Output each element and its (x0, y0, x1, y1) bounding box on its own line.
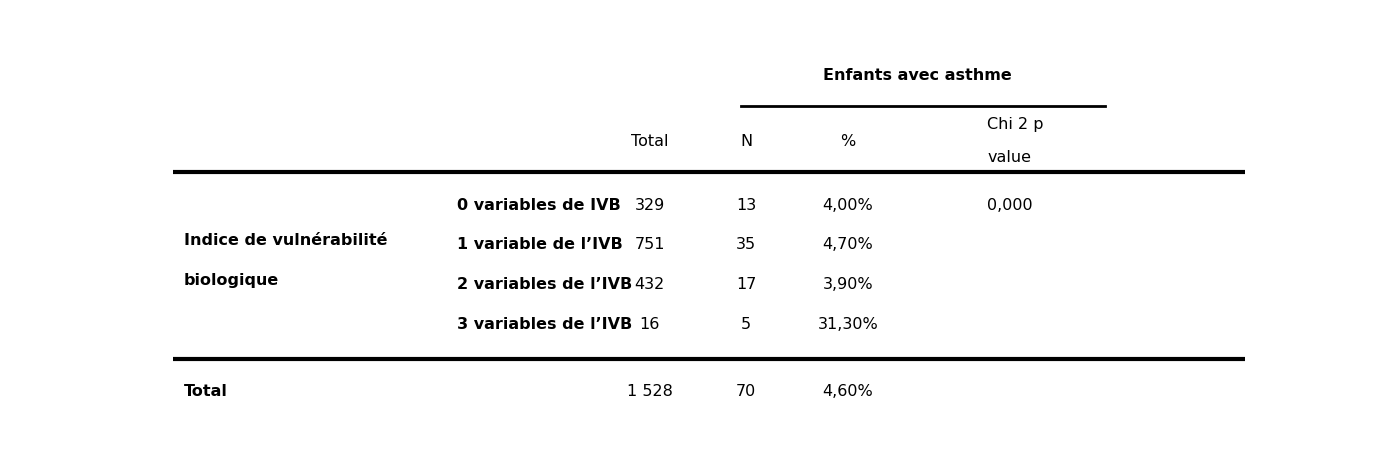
Text: Total: Total (184, 384, 227, 399)
Text: 17: 17 (736, 277, 757, 292)
Text: 0,000: 0,000 (987, 198, 1033, 213)
Text: 329: 329 (635, 198, 665, 213)
Text: 1 528: 1 528 (626, 384, 672, 399)
Text: 1 variable de l’IVB: 1 variable de l’IVB (456, 237, 622, 252)
Text: N: N (740, 133, 752, 149)
Text: 4,60%: 4,60% (823, 384, 874, 399)
Text: 13: 13 (736, 198, 757, 213)
Text: biologique: biologique (184, 273, 279, 288)
Text: 31,30%: 31,30% (817, 317, 878, 332)
Text: 5: 5 (741, 317, 751, 332)
Text: Indice de vulnérabilité: Indice de vulnérabilité (184, 233, 387, 248)
Text: 432: 432 (635, 277, 665, 292)
Text: 3 variables de l’IVB: 3 variables de l’IVB (456, 317, 632, 332)
Text: 2 variables de l’IVB: 2 variables de l’IVB (456, 277, 632, 292)
Text: 35: 35 (736, 237, 757, 252)
Text: value: value (987, 150, 1032, 165)
Text: 751: 751 (635, 237, 665, 252)
Text: 4,70%: 4,70% (823, 237, 874, 252)
Text: Total: Total (631, 133, 668, 149)
Text: 16: 16 (640, 317, 660, 332)
Text: 4,00%: 4,00% (823, 198, 874, 213)
Text: 70: 70 (736, 384, 757, 399)
Text: Enfants avec asthme: Enfants avec asthme (823, 67, 1012, 83)
Text: 0 variables de IVB: 0 variables de IVB (456, 198, 621, 213)
Text: 3,90%: 3,90% (823, 277, 874, 292)
Text: Chi 2 p: Chi 2 p (987, 117, 1044, 132)
Text: %: % (841, 133, 856, 149)
